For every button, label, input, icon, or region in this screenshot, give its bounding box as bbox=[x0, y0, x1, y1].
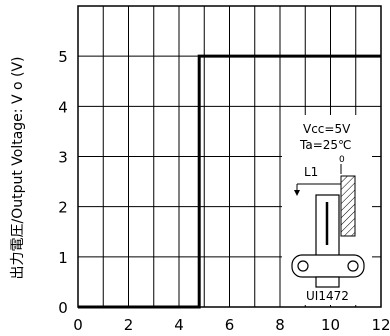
y-tick-label: 5 bbox=[58, 48, 68, 66]
x-tick-label: 12 bbox=[371, 316, 390, 334]
l1-label: L1 bbox=[304, 165, 318, 179]
x-tick-label: 4 bbox=[174, 316, 184, 334]
axes bbox=[77, 5, 382, 308]
y-tick-label: 2 bbox=[58, 199, 68, 217]
mount-hole-left bbox=[297, 260, 309, 272]
x-tick-label: 6 bbox=[225, 316, 235, 334]
sensor-base bbox=[315, 276, 340, 288]
x-tick-label: 0 bbox=[73, 316, 83, 334]
y-tick-label: 3 bbox=[58, 149, 68, 167]
l1-arrow-head bbox=[294, 190, 300, 196]
vcc-label: Vcc=5V bbox=[303, 122, 351, 136]
x-tick-labels: 0 2 4 6 8 10 12 bbox=[73, 316, 390, 334]
magnet-icon bbox=[340, 175, 356, 237]
sensor-annotation: Vcc=5V Ta=25℃ 0 L1 UI1472 bbox=[282, 115, 372, 305]
y-tick-label: 4 bbox=[58, 98, 68, 116]
ta-label: Ta=25℃ bbox=[299, 138, 352, 152]
zero-label: 0 bbox=[339, 155, 345, 165]
series-line bbox=[78, 54, 381, 309]
mount-hole-right bbox=[347, 260, 359, 272]
y-tick-label: 0 bbox=[58, 299, 68, 317]
y-tick-labels: 0 1 2 3 4 5 bbox=[58, 48, 68, 317]
plot-frame bbox=[77, 5, 382, 308]
part-number: UI1472 bbox=[306, 289, 349, 303]
x-tick-label: 10 bbox=[321, 316, 340, 334]
y-tick-label: 1 bbox=[58, 249, 68, 267]
x-tick-label: 8 bbox=[275, 316, 285, 334]
y-axis-label: 出力電圧/Output Voltage: V o (V) bbox=[10, 56, 26, 279]
x-tick-label: 2 bbox=[124, 316, 134, 334]
series-layer bbox=[78, 54, 381, 309]
